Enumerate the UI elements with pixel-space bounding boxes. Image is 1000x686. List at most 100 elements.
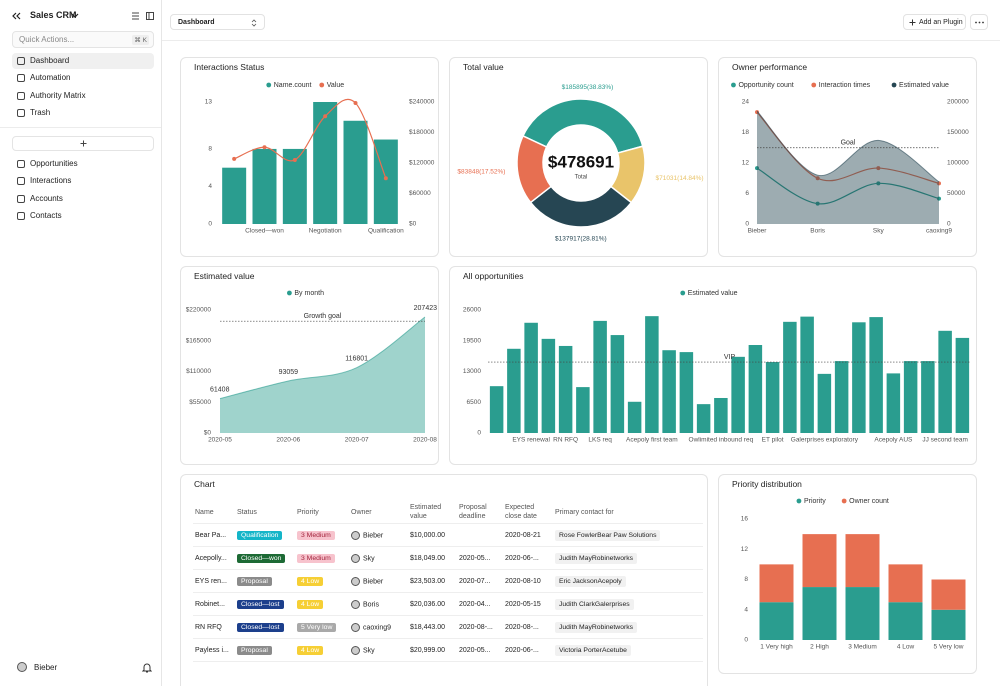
column-header: Priority (295, 501, 349, 524)
table-icon (17, 177, 25, 186)
table-icon (17, 194, 25, 203)
table-item[interactable]: Interactions (12, 173, 154, 189)
table-cell: $10,000.00 (408, 523, 457, 547)
column-header: Expected close date (503, 501, 553, 524)
table-row[interactable]: Robinet... Closed—lost 4 Low Boris $20,036.0… (193, 592, 703, 616)
table-cell: 4 Low (295, 638, 349, 662)
table-row[interactable]: RN RFQ Closed—lost 5 Very low caoxing9 $18,4… (193, 615, 703, 639)
table-cell: 3 Medium (295, 546, 349, 570)
table-item[interactable]: Accounts (12, 191, 154, 207)
panel: Priority distribution (718, 474, 977, 674)
add-table-button[interactable] (12, 136, 154, 151)
owner-avatar (351, 530, 360, 540)
cell-text: Acepolly... (195, 554, 227, 562)
panel: Interactions Status (180, 57, 439, 257)
table-cell: RN RFQ (193, 615, 235, 639)
owner-name: Bieber (363, 531, 384, 539)
cell-text: $18,049.00 (410, 554, 446, 562)
select-icon (251, 19, 257, 27)
cell-text: 2020-06-... (505, 646, 539, 654)
table-label: Accounts (30, 193, 63, 203)
nav-icon (17, 91, 25, 100)
nav-label: Dashboard (30, 56, 70, 65)
owner-name: Boris (363, 600, 379, 608)
table-label: Opportunities (30, 159, 78, 168)
table-cell: Judith MayRobinetworks (553, 546, 703, 570)
user-name[interactable]: Bieber (34, 663, 58, 672)
nav-item[interactable]: Authority Matrix (12, 88, 154, 104)
priority-tag: 3 Medium (297, 530, 335, 540)
table-cell: Closed—won (235, 546, 295, 570)
cell-text: 2020-06-... (505, 554, 539, 562)
user-avatar[interactable] (17, 662, 27, 672)
column-header: Estimated value (408, 501, 457, 524)
table-cell: 2020-08-10 (503, 569, 553, 593)
bell-icon[interactable] (142, 662, 152, 673)
cell-text: $20,036.00 (410, 600, 446, 608)
table-cell: $20,036.00 (408, 592, 457, 616)
table-label: Interactions (30, 176, 72, 186)
nav-item[interactable]: Trash (12, 105, 154, 121)
table-cell: $20,999.00 (408, 638, 457, 662)
cell-text: EYS ren... (195, 577, 227, 585)
owner-avatar (351, 645, 360, 655)
table-cell: 4 Low (295, 592, 349, 616)
table-cell: 4 Low (295, 569, 349, 593)
cell-text: $20,999.00 (410, 646, 446, 654)
add-plugin-text: Add an Plugin (919, 19, 963, 26)
cell-text: 2020-04... (459, 600, 491, 608)
table-cell: 2020-08-... (503, 615, 553, 639)
dashboard-select[interactable]: Dashboard (170, 14, 265, 30)
nav-item[interactable]: Dashboard (12, 53, 154, 69)
contact-tag: Judith MayRobinetworks (555, 552, 638, 564)
cell-text: $10,000.00 (410, 531, 446, 539)
cell-text: Robinet... (195, 600, 225, 608)
table-cell: 5 Very low (295, 615, 349, 639)
table-cell: $18,443.00 (408, 615, 457, 639)
table-row[interactable]: Payless i... Proposal 4 Low Sky $20,999.00 20… (193, 638, 703, 662)
nav-icon (17, 74, 25, 83)
more-button[interactable] (970, 14, 988, 30)
table-cell: 2020-04... (457, 592, 503, 616)
nav-label: Trash (30, 108, 51, 118)
priority-tag: 5 Very low (297, 622, 337, 632)
contact-tag: Judith MayRobinetworks (555, 621, 638, 633)
table-cell: 2020-07... (457, 569, 503, 593)
panel-title: Interactions Status (194, 62, 265, 72)
app-menu-icon[interactable] (71, 13, 79, 19)
collapse-icon[interactable] (11, 12, 21, 20)
table-cell: 2020-05... (457, 638, 503, 662)
table-cell: Bieber (349, 523, 408, 547)
table-cell: EYS ren... (193, 569, 235, 593)
table-cell: 2020-06-... (503, 638, 553, 662)
nav-item[interactable]: Automation (12, 70, 154, 86)
cell-text: Bear Pa... (195, 531, 227, 539)
owner-name: caoxing9 (363, 623, 392, 631)
cell-text: 2020-08-... (505, 623, 539, 631)
toolbar-icons[interactable] (131, 11, 161, 21)
cell-text: 2020-05-15 (505, 600, 541, 608)
table-cell: caoxing9 (349, 615, 408, 639)
app-name[interactable]: Sales CRM (30, 10, 77, 20)
separator (0, 127, 161, 128)
owner-name: Bieber (363, 577, 384, 585)
table-item[interactable]: Contacts (12, 208, 154, 224)
sidebar: Sales CRM Quick Actions... ⌘ K Bieber Da… (0, 0, 162, 686)
table-row[interactable]: Acepolly... Closed—won 3 Medium Sky $18,049.… (193, 546, 703, 570)
status-tag: Closed—lost (237, 599, 284, 609)
cell-text: 2020-08-... (459, 623, 493, 631)
search-box[interactable]: Quick Actions... ⌘ K (12, 31, 154, 48)
table-cell: Acepolly... (193, 546, 235, 570)
priority-tag: 4 Low (297, 576, 324, 586)
add-plugin-button[interactable]: Add an Plugin (903, 14, 966, 30)
table-icon (17, 212, 25, 221)
table-row[interactable]: EYS ren... Proposal 4 Low Bieber $23,503.00 2… (193, 569, 703, 593)
table-row[interactable]: Bear Pa... Qualification 3 Medium Bieber $10… (193, 523, 703, 547)
table-cell: Sky (349, 638, 408, 662)
table-item[interactable]: Opportunities (12, 156, 154, 172)
panel: Total value (449, 57, 708, 257)
panel-title: Estimated value (194, 271, 255, 281)
table-cell: Payless i... (193, 638, 235, 662)
cell-text: $23,503.00 (410, 577, 446, 585)
status-tag: Closed—won (237, 553, 286, 563)
